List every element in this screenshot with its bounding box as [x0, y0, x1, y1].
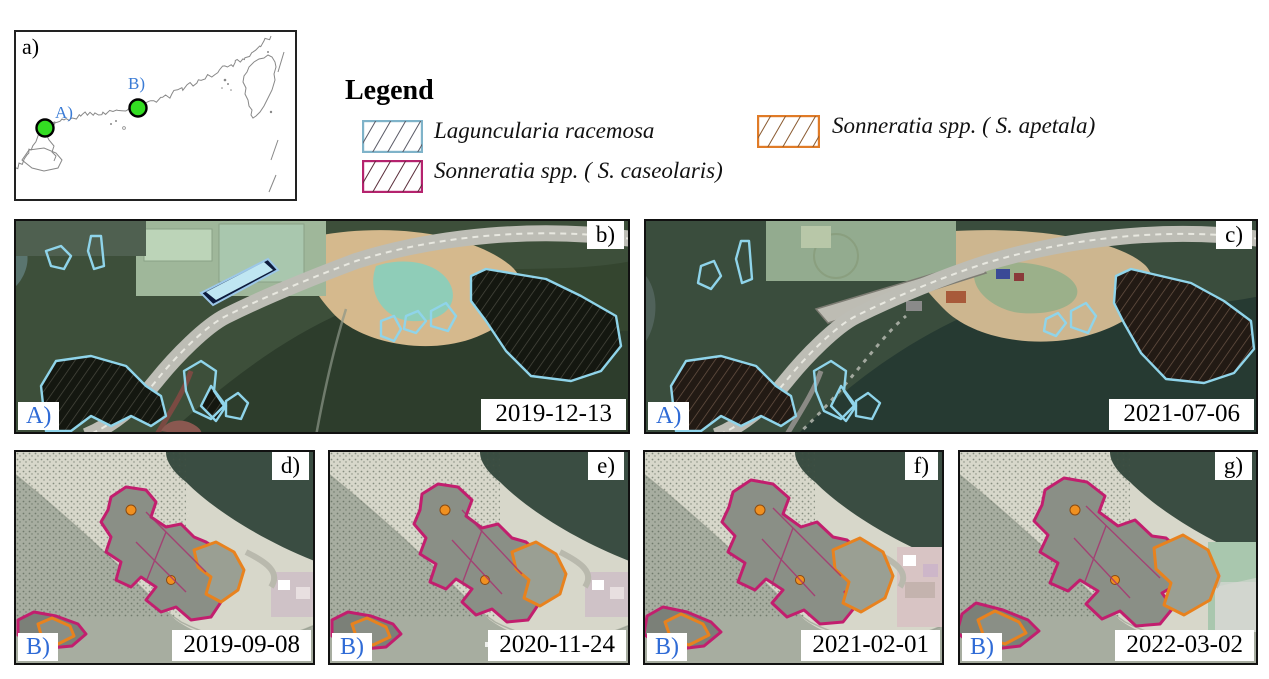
svg-text:B): B) [128, 74, 145, 93]
svg-text:A): A) [55, 103, 73, 122]
